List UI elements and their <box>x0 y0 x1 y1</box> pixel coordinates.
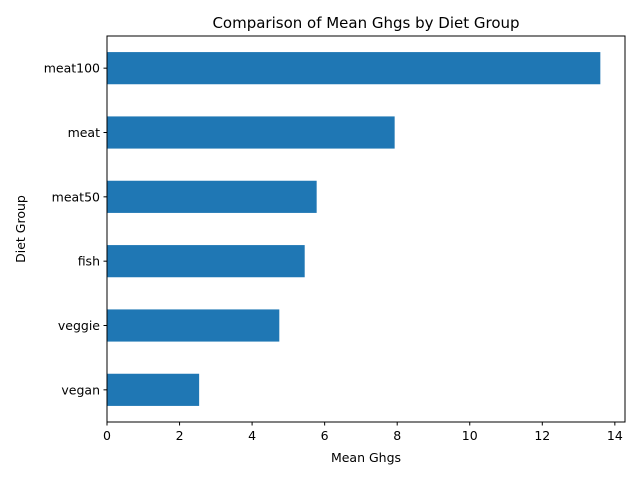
y-tick-label: fish <box>78 254 100 269</box>
bar-meat100 <box>107 52 601 85</box>
y-axis-ticks: vegan veggie fish meat50 meat meat100 <box>44 61 107 397</box>
x-tick-label: 4 <box>248 428 256 443</box>
x-tick-label: 0 <box>103 428 111 443</box>
x-tick-label: 8 <box>393 428 401 443</box>
bar-vegan <box>107 373 200 406</box>
plot-frame <box>106 35 626 423</box>
y-tick-label: veggie <box>58 318 100 333</box>
x-axis-label: Mean Ghgs <box>331 450 401 465</box>
bar-fish <box>107 245 305 278</box>
y-tick-label: meat50 <box>52 189 100 204</box>
y-tick-label: meat100 <box>44 61 100 76</box>
y-tick-label: vegan <box>61 382 100 397</box>
bar-meat <box>107 116 395 149</box>
bars-group <box>107 52 601 406</box>
bar-veggie <box>107 309 280 342</box>
x-tick-label: 2 <box>176 428 184 443</box>
x-tick-label: 6 <box>321 428 329 443</box>
x-tick-label: 10 <box>462 428 478 443</box>
bar-meat50 <box>107 180 317 213</box>
x-axis-ticks: 0 2 4 6 8 10 12 14 <box>103 422 623 443</box>
y-axis-label: Diet Group <box>13 195 28 263</box>
x-tick-label: 14 <box>607 428 623 443</box>
x-tick-label: 12 <box>534 428 550 443</box>
chart-title: Comparison of Mean Ghgs by Diet Group <box>212 14 519 32</box>
y-tick-label: meat <box>68 125 101 140</box>
